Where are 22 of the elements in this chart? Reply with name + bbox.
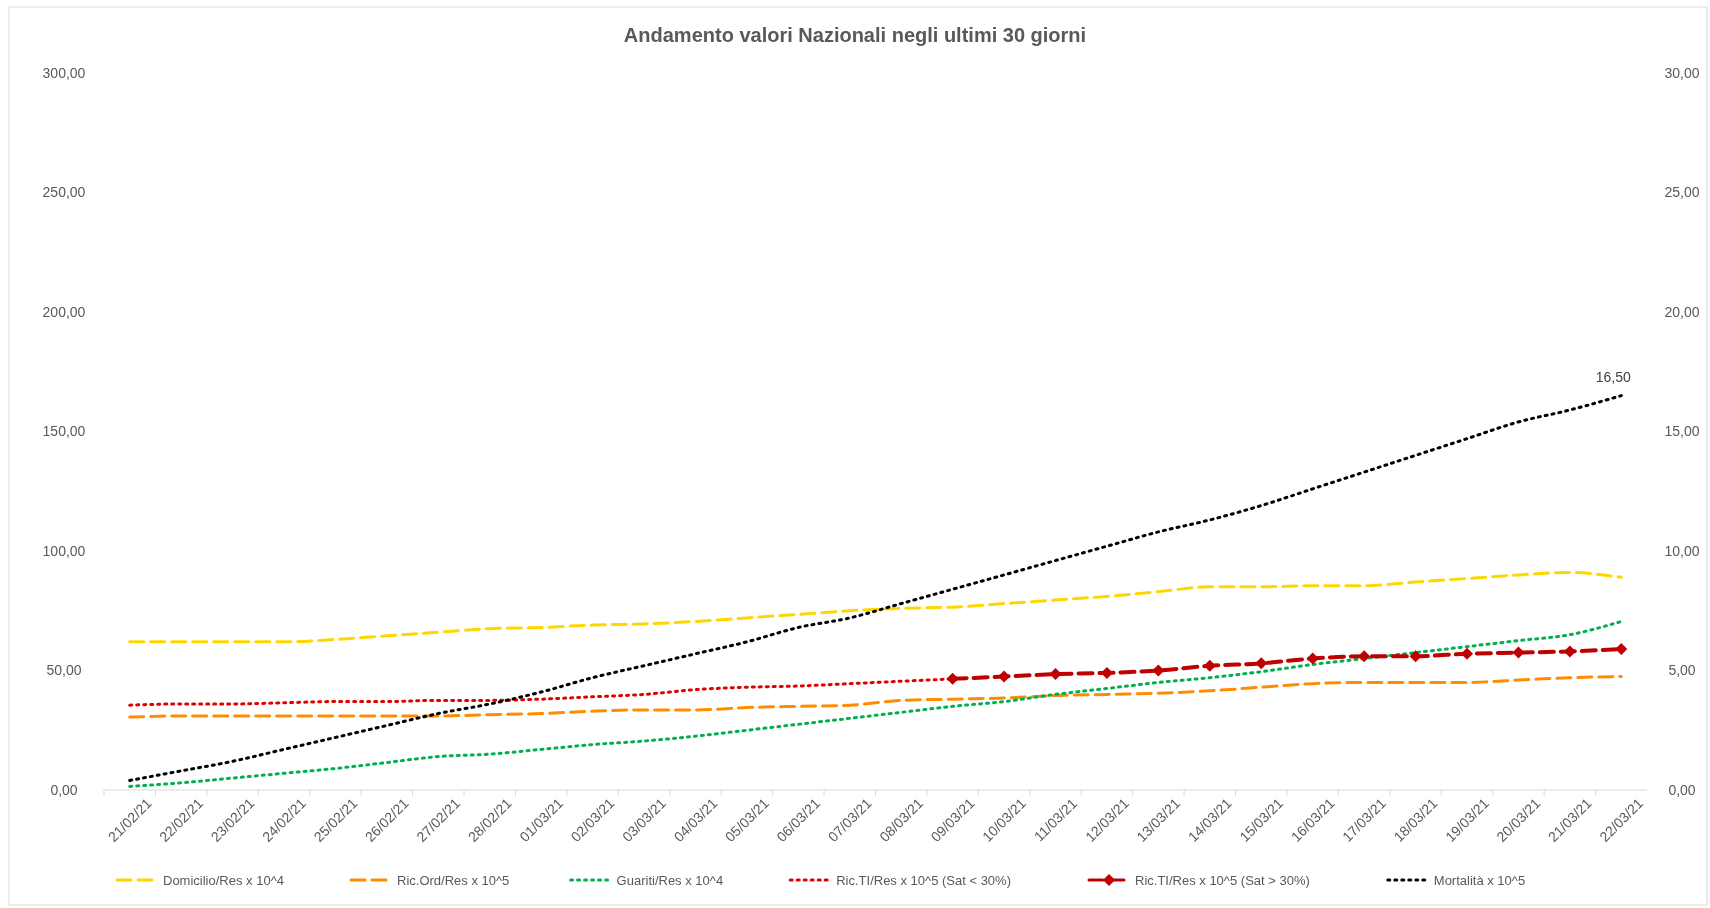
data-label: 16,50 [1595,368,1632,385]
y-tick-label: 200,00 [42,303,86,320]
y2-tick-label: 10,00 [1664,542,1700,559]
y-tick-label: 0,00 [50,781,78,798]
chart-title: Andamento valori Nazionali negli ultimi 30 giorni [623,24,1087,46]
legend-label: Mortalità x 10^5 [1433,872,1526,888]
legend-label: Guariti/Res x 10^4 [616,872,724,888]
y2-tick-label: 20,00 [1664,303,1700,320]
y-tick-label: 100,00 [42,542,86,559]
y2-tick-label: 25,00 [1664,184,1700,201]
y2-tick-label: 0,00 [1668,781,1696,798]
y-tick-label: 150,00 [42,423,86,440]
y-tick-label: 50,00 [46,662,82,679]
legend-label: Ric.Ord/Res x 10^5 [397,872,510,888]
y2-tick-label: 30,00 [1664,64,1700,81]
y-tick-label: 300,00 [42,64,86,81]
legend-label: Ric.TI/Res x 10^5 (Sat < 30%) [836,872,1012,888]
y-tick-label: 250,00 [42,184,86,201]
y2-tick-label: 15,00 [1664,423,1700,440]
y2-tick-label: 5,00 [1668,662,1696,679]
legend-label: Ric.TI/Res x 10^5 (Sat > 30%) [1135,872,1310,888]
legend-label: Domicilio/Res x 10^4 [163,872,284,888]
